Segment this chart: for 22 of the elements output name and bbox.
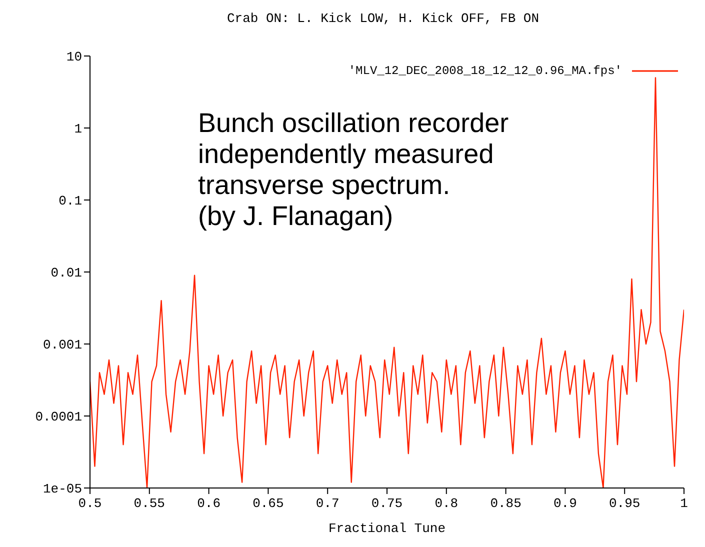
y-tick-label: 1 bbox=[74, 122, 82, 137]
y-tick-label: 0.1 bbox=[58, 194, 82, 209]
x-tick-label: 1 bbox=[680, 496, 688, 512]
x-tick-label: 0.6 bbox=[197, 496, 221, 512]
y-tick-label: 1e-05 bbox=[42, 482, 82, 497]
y-tick-label: 0.01 bbox=[50, 266, 82, 281]
x-axis-title: Fractional Tune bbox=[328, 521, 446, 536]
x-tick-label: 0.5 bbox=[78, 496, 102, 512]
x-tick-label: 0.95 bbox=[608, 496, 640, 512]
x-tick-label: 0.55 bbox=[134, 496, 166, 512]
y-tick-label: 0.001 bbox=[42, 338, 82, 353]
x-tick-label: 0.75 bbox=[371, 496, 403, 512]
legend-label: 'MLV_12_DEC_2008_18_12_12_0.96_MA.fps' bbox=[348, 64, 622, 78]
x-tick-label: 0.85 bbox=[490, 496, 522, 512]
x-tick-label: 0.65 bbox=[252, 496, 284, 512]
chart-title: Crab ON: L. Kick LOW, H. Kick OFF, FB ON bbox=[226, 10, 540, 28]
y-tick-label: 0.0001 bbox=[35, 410, 82, 425]
x-tick-label: 0.7 bbox=[316, 496, 340, 512]
annotation: Bunch oscillation recorder independently measured transverse spectrum. (by J. Flanagan) bbox=[198, 108, 509, 232]
x-tick-label: 0.8 bbox=[434, 496, 458, 512]
x-tick-label: 0.9 bbox=[553, 496, 577, 512]
y-tick-label: 10 bbox=[66, 50, 82, 65]
